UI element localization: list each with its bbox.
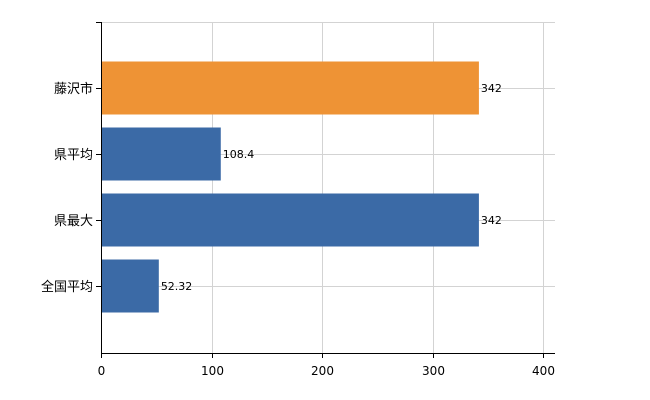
- bar: [102, 259, 159, 313]
- category-label: 県平均: [54, 148, 93, 163]
- x-axis-ticks: 0 100 200 300 400: [98, 353, 555, 378]
- bar: [102, 193, 479, 247]
- bar: [102, 127, 221, 181]
- data-label: 342: [481, 82, 502, 95]
- data-label: 108.4: [223, 148, 255, 161]
- x-tick-label-100: 100: [201, 364, 224, 378]
- x-tick-label-200: 200: [311, 364, 334, 378]
- axes: [101, 22, 555, 354]
- category-label: 全国平均: [41, 279, 93, 295]
- x-tick-label-400: 400: [532, 364, 555, 378]
- x-tick-label-0: 0: [98, 364, 106, 378]
- bar: [102, 61, 479, 115]
- x-tick-label-300: 300: [422, 364, 445, 378]
- bars: [102, 61, 479, 313]
- data-labels: 342 108.4 342 52.32: [161, 82, 502, 293]
- data-label: 342: [481, 214, 502, 227]
- category-label: 藤沢市: [54, 81, 93, 97]
- data-label: 52.32: [161, 280, 193, 293]
- category-label: 県最大: [54, 214, 93, 229]
